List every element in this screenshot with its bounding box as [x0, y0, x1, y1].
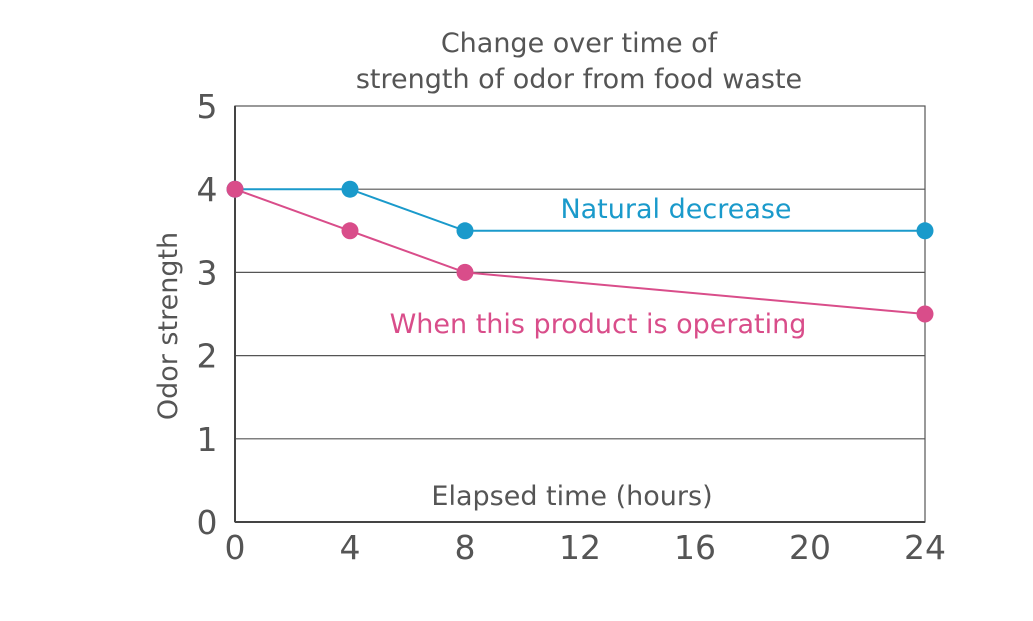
series-label-product-operating: When this product is operating: [390, 309, 807, 340]
series-line-when-this-product-is-operating: [234, 188, 926, 315]
x-tick-label-8: 8: [455, 528, 476, 567]
y-tick-label-4: 4: [197, 170, 218, 209]
x-tick-label-4: 4: [340, 528, 361, 567]
series-line-natural-decrease: [235, 188, 925, 232]
chart-title-line-1: Change over time of: [441, 28, 719, 59]
data-point-natural-decrease-24: [916, 222, 934, 240]
y-tick-label-3: 3: [197, 253, 218, 292]
x-tick-label-16: 16: [674, 528, 716, 567]
y-tick-label-1: 1: [197, 420, 218, 459]
y-tick-label-2: 2: [197, 337, 218, 376]
data-point-natural-decrease-8: [456, 222, 474, 240]
data-point-natural-decrease-4: [341, 180, 359, 198]
x-axis-label: Elapsed time (hours): [431, 481, 712, 512]
y-tick-label-5: 5: [197, 87, 218, 126]
y-tick-label-0: 0: [197, 503, 218, 542]
data-point-when-this-product-is-operating-8: [456, 263, 474, 281]
series-label-natural-decrease: Natural decrease: [560, 194, 791, 225]
y-axis-label: Odor strength: [153, 232, 184, 420]
chart-title-line-2: strength of odor from food waste: [356, 64, 802, 95]
x-tick-label-0: 0: [225, 528, 246, 567]
series-layer: [226, 180, 934, 323]
x-tick-label-12: 12: [559, 528, 601, 567]
data-point-when-this-product-is-operating-0: [226, 180, 244, 198]
x-tick-label-24: 24: [904, 528, 946, 567]
x-tick-label-20: 20: [789, 528, 831, 567]
data-point-when-this-product-is-operating-24: [916, 305, 934, 323]
data-point-when-this-product-is-operating-4: [341, 222, 359, 240]
